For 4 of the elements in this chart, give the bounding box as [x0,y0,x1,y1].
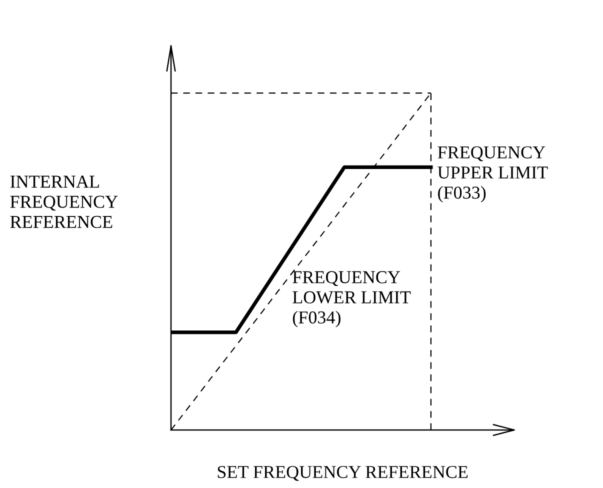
annotation: FREQUENCY LOWER LIMIT (F034) [292,271,411,328]
x-axis-title: SET FREQUENCY REFERENCE [218,466,468,481]
text: FREQUENCY UPPER LIMIT (F033) [438,146,548,202]
y-axis-title: INTERNAL FREQUENCY REFERENCE [10,176,118,228]
